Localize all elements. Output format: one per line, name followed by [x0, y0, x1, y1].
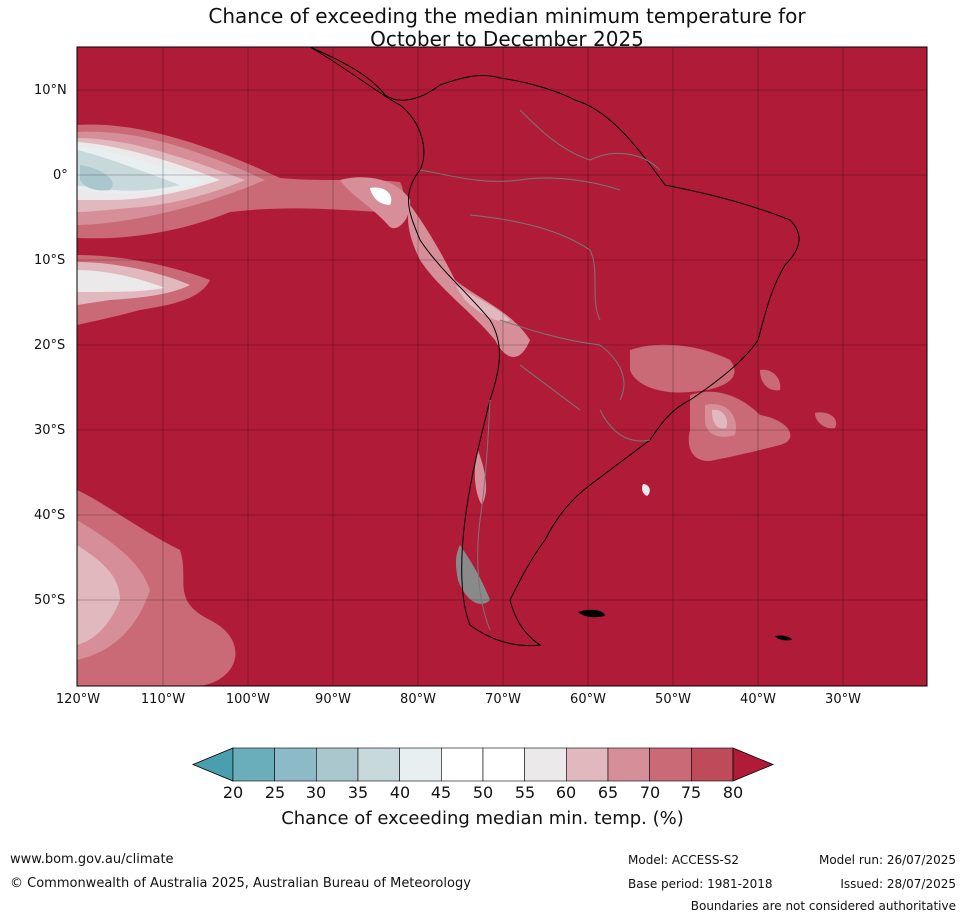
- colorbar-cell: [566, 747, 609, 782]
- lon-label: 120°W: [55, 692, 101, 707]
- south-america-coastline: [309, 46, 800, 647]
- colorbar-tick: 40: [389, 783, 411, 802]
- map-title-line2: October to December 2025: [370, 27, 644, 51]
- map-frame: [76, 46, 928, 687]
- lon-label: 50°W: [655, 692, 691, 707]
- colorbar-tick: 45: [430, 783, 452, 802]
- colorbar-cell: [607, 747, 650, 782]
- colorbar-tick: 75: [680, 783, 702, 802]
- colorbar-tick: 65: [597, 783, 619, 802]
- colorbar-cell: [441, 747, 484, 782]
- lat-label: 10°S: [34, 253, 66, 268]
- colorbar-cell: [691, 747, 734, 782]
- colorbar-title: Chance of exceeding median min. temp. (%…: [281, 808, 684, 829]
- colorbar-cell: [399, 747, 442, 782]
- probability-contours: [77, 124, 837, 686]
- copyright-text: © Commonwealth of Australia 2025, Austra…: [10, 876, 471, 891]
- model-run-text: Model run: 26/07/2025: [818, 853, 956, 867]
- probability-map: [76, 46, 928, 687]
- colorbar-tick: 30: [305, 783, 327, 802]
- lon-label: 30°W: [825, 692, 861, 707]
- lat-label: 30°S: [34, 423, 66, 438]
- colorbar-cell: [524, 747, 567, 782]
- colorbar-tick: 20: [222, 783, 244, 802]
- lat-label: 20°S: [34, 338, 66, 353]
- colorbar-cell: [649, 747, 692, 782]
- country-borders: [419, 109, 661, 631]
- lon-label: 60°W: [570, 692, 606, 707]
- lon-label: 100°W: [225, 692, 271, 707]
- lat-label: 40°S: [34, 508, 66, 523]
- issued-text: Issued: 28/07/2025: [840, 877, 956, 891]
- colorbar-tick: 55: [514, 783, 536, 802]
- falkland-islands: [578, 609, 605, 618]
- colorbar-extend-high: [732, 747, 775, 782]
- colorbar-tick: 25: [264, 783, 286, 802]
- colorbar-cell: [316, 747, 359, 782]
- colorbar-cell: [274, 747, 317, 782]
- colorbar-extend-low: [191, 747, 234, 782]
- disclaimer-text: Boundaries are not considered authoritat…: [690, 899, 956, 913]
- lat-label: 10°N: [34, 83, 67, 98]
- lon-label: 70°W: [485, 692, 521, 707]
- website-text: www.bom.gov.au/climate: [10, 852, 174, 867]
- colorbar: [191, 747, 775, 782]
- lat-label: 0°: [53, 168, 68, 183]
- lon-label: 80°W: [400, 692, 436, 707]
- model-text: Model: ACCESS-S2: [628, 853, 740, 867]
- colorbar-cell: [482, 747, 525, 782]
- colorbar-tick: 35: [347, 783, 369, 802]
- colorbar-cell: [357, 747, 400, 782]
- map-graticule: [77, 47, 927, 686]
- colorbar-tick: 70: [639, 783, 661, 802]
- colorbar-tick: 50: [472, 783, 494, 802]
- lat-label: 50°S: [34, 593, 66, 608]
- lon-label: 90°W: [315, 692, 351, 707]
- lon-label: 40°W: [740, 692, 776, 707]
- lon-label: 110°W: [140, 692, 186, 707]
- colorbar-tick: 60: [555, 783, 577, 802]
- colorbar-cell: [232, 747, 275, 782]
- map-title-line1: Chance of exceeding the median minimum t…: [208, 4, 806, 28]
- colorbar-cells: [191, 747, 775, 782]
- colorbar-tick: 80: [722, 783, 744, 802]
- base-period-text: Base period: 1981-2018: [628, 877, 773, 891]
- south-georgia-island: [775, 635, 792, 641]
